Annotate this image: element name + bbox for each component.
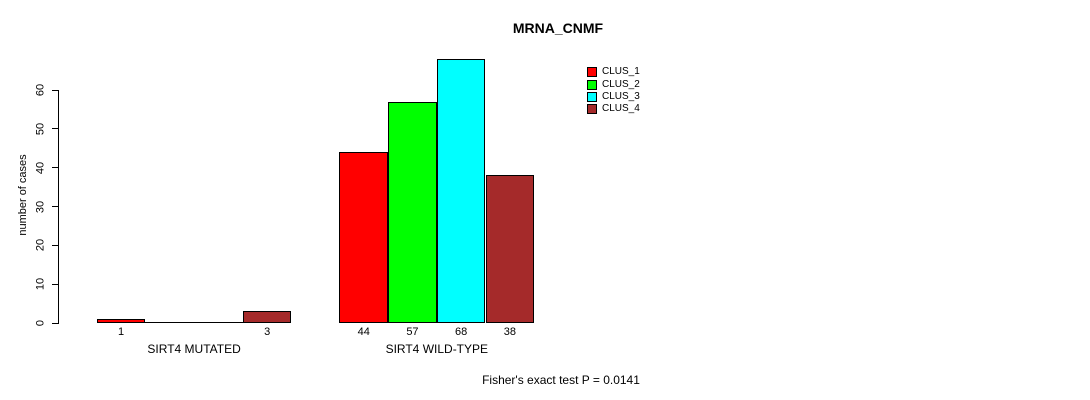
legend-label: CLUS_1 [602, 66, 640, 78]
bar [242, 311, 292, 323]
y-tick [52, 322, 59, 324]
legend-item: CLUS_3 [587, 91, 640, 103]
y-tick [52, 89, 59, 91]
y-tick-label: 0 [34, 319, 47, 327]
y-tick [52, 283, 59, 285]
legend-swatch [587, 79, 597, 90]
bar [436, 58, 486, 323]
y-tick-label: 20 [34, 239, 47, 252]
y-tick-label: 30 [34, 200, 47, 213]
bar-value-label: 44 [357, 326, 370, 338]
legend-label: CLUS_3 [602, 90, 640, 102]
y-axis-line [58, 90, 59, 324]
bar-value-label: 57 [406, 326, 419, 338]
zero-bar [145, 322, 195, 323]
legend-swatch [587, 91, 597, 102]
bar-value-label: 38 [503, 326, 516, 338]
legend-swatch [587, 104, 597, 115]
bar [388, 101, 437, 323]
y-tick-label: 10 [34, 278, 47, 291]
bar [339, 152, 389, 323]
bar [485, 175, 535, 323]
y-tick-label: 50 [34, 122, 47, 135]
zero-bar [194, 322, 243, 323]
y-tick-label: 40 [34, 161, 47, 174]
bar-value-label: 68 [455, 326, 468, 338]
fisher-test-annotation: Fisher's exact test P = 0.0141 [482, 373, 640, 387]
chart-title: MRNA_CNMF [512, 20, 604, 36]
legend-item: CLUS_2 [587, 78, 640, 90]
x-category-label: SIRT4 MUTATED [147, 342, 241, 356]
legend-label: CLUS_2 [602, 78, 640, 90]
y-tick [52, 128, 59, 130]
legend-item: CLUS_4 [587, 103, 640, 115]
legend: CLUS_1 CLUS_2 CLUS_3 CLUS_4 [587, 66, 640, 116]
y-tick-label: 60 [34, 83, 47, 97]
bar [96, 319, 146, 323]
legend-item: CLUS_1 [587, 66, 640, 78]
y-tick [52, 206, 59, 207]
y-tick [52, 244, 59, 246]
bar-value-label: 3 [264, 326, 271, 338]
bar-value-label: 1 [117, 326, 125, 338]
legend-label: CLUS_4 [602, 103, 640, 115]
legend-swatch [587, 67, 597, 78]
y-tick [52, 167, 59, 169]
x-category-label: SIRT4 WILD-TYPE [385, 342, 489, 356]
